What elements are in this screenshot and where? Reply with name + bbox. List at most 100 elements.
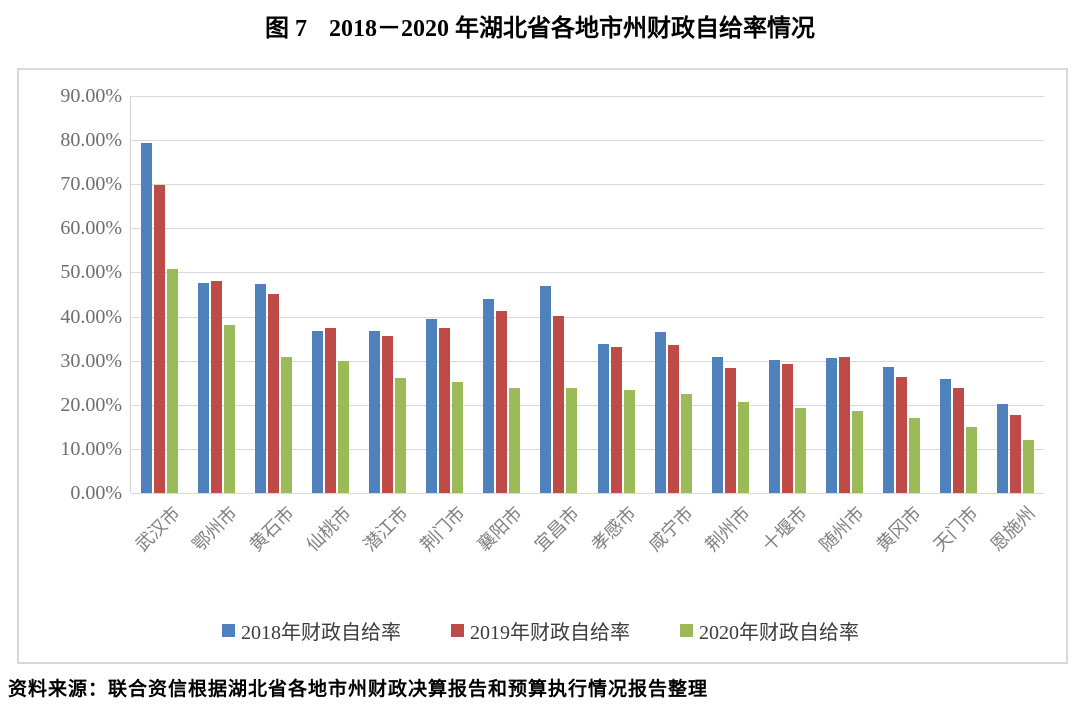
- bar-group: [473, 96, 530, 493]
- figure-title-text: 2018－2020 年湖北省各地市州财政自给率情况: [329, 16, 815, 42]
- y-tick-label: 10.00%: [60, 437, 122, 460]
- bar-group: [873, 96, 930, 493]
- bar: [711, 357, 723, 493]
- legend-label: 2018年财政自给率: [241, 622, 401, 644]
- bar-group: [987, 96, 1044, 493]
- bar: [268, 293, 280, 493]
- bar: [623, 390, 635, 493]
- bar: [895, 377, 907, 493]
- bar: [654, 332, 666, 493]
- bar: [426, 319, 438, 493]
- bar: [610, 347, 622, 493]
- bar-group: [930, 96, 987, 493]
- bar: [496, 311, 508, 493]
- y-tick-label: 80.00%: [60, 129, 122, 152]
- y-tick-label: 40.00%: [60, 305, 122, 328]
- legend-item: 2019年财政自给率: [451, 616, 630, 645]
- legend-item: 2020年财政自给率: [680, 616, 859, 645]
- bar-group: [416, 96, 473, 493]
- gridline: [131, 140, 1044, 142]
- gridline: [131, 493, 1044, 494]
- gridline: [131, 404, 1044, 406]
- bar: [540, 285, 552, 493]
- gridline: [131, 448, 1044, 450]
- bar: [483, 298, 495, 493]
- y-tick-label: 70.00%: [60, 173, 122, 196]
- bar: [154, 184, 166, 493]
- bar-group: [530, 96, 587, 493]
- legend: 2018年财政自给率 2019年财政自给率 2020年财政自给率: [17, 616, 1064, 645]
- bar-group: [588, 96, 645, 493]
- bar: [996, 403, 1008, 493]
- bar-group: [359, 96, 416, 493]
- legend-swatch-icon: [680, 624, 693, 637]
- legend-item: 2018年财政自给率: [222, 616, 401, 645]
- bar: [211, 281, 223, 493]
- y-tick-label: 90.00%: [60, 85, 122, 107]
- bar-group: [816, 96, 873, 493]
- bar: [908, 417, 920, 493]
- bar: [851, 411, 863, 493]
- bar: [680, 393, 692, 493]
- bar: [439, 328, 451, 493]
- bar: [167, 268, 179, 493]
- bar-group: [245, 96, 302, 493]
- bar: [141, 143, 153, 493]
- bar: [281, 357, 293, 493]
- bar: [312, 330, 324, 493]
- bar-group: [188, 96, 245, 493]
- plot-area: [130, 96, 1044, 494]
- bar: [882, 366, 894, 493]
- bar: [224, 325, 236, 493]
- bar-group: [645, 96, 702, 493]
- y-tick-label: 0.00%: [70, 482, 122, 504]
- legend-swatch-icon: [222, 624, 235, 637]
- bar-group: [131, 96, 188, 493]
- bar: [768, 360, 780, 493]
- bar: [724, 368, 736, 493]
- bar: [794, 407, 806, 493]
- bar: [825, 358, 837, 493]
- bar: [553, 315, 565, 493]
- bar: [395, 378, 407, 493]
- bar: [737, 402, 749, 493]
- legend-swatch-icon: [451, 624, 464, 637]
- bar-group: [702, 96, 759, 493]
- bar: [1009, 415, 1021, 493]
- bar: [325, 328, 337, 493]
- legend-label: 2020年财政自给率: [699, 622, 859, 644]
- bar: [838, 356, 850, 493]
- gridline: [131, 272, 1044, 274]
- bar: [781, 364, 793, 493]
- bar: [198, 282, 210, 493]
- bar: [952, 388, 964, 493]
- bar: [566, 388, 578, 493]
- gridline: [131, 184, 1044, 186]
- y-tick-label: 20.00%: [60, 393, 122, 416]
- y-tick-label: 60.00%: [60, 217, 122, 240]
- legend-label: 2019年财政自给率: [470, 622, 630, 644]
- bar: [509, 388, 521, 493]
- figure-label: 图 7: [265, 16, 307, 42]
- bar: [369, 331, 381, 493]
- gridline: [131, 360, 1044, 362]
- bar: [965, 426, 977, 493]
- bar: [1022, 440, 1034, 493]
- bar-group: [759, 96, 816, 493]
- y-tick-label: 50.00%: [60, 261, 122, 284]
- bar: [452, 381, 464, 493]
- bars: [131, 96, 1044, 493]
- gridline: [131, 316, 1044, 318]
- figure-title: 图 7 2018－2020 年湖北省各地市州财政自给率情况: [0, 8, 1080, 43]
- gridline: [131, 96, 1044, 97]
- bar: [597, 343, 609, 493]
- bar: [667, 344, 679, 493]
- y-tick-label: 30.00%: [60, 349, 122, 372]
- bar-group: [302, 96, 359, 493]
- bar: [939, 379, 951, 493]
- bar: [382, 336, 394, 493]
- bar: [255, 283, 267, 493]
- gridline: [131, 228, 1044, 230]
- source-note: 资料来源：联合资信根据湖北省各地市州财政决算报告和预算执行情况报告整理: [8, 679, 709, 700]
